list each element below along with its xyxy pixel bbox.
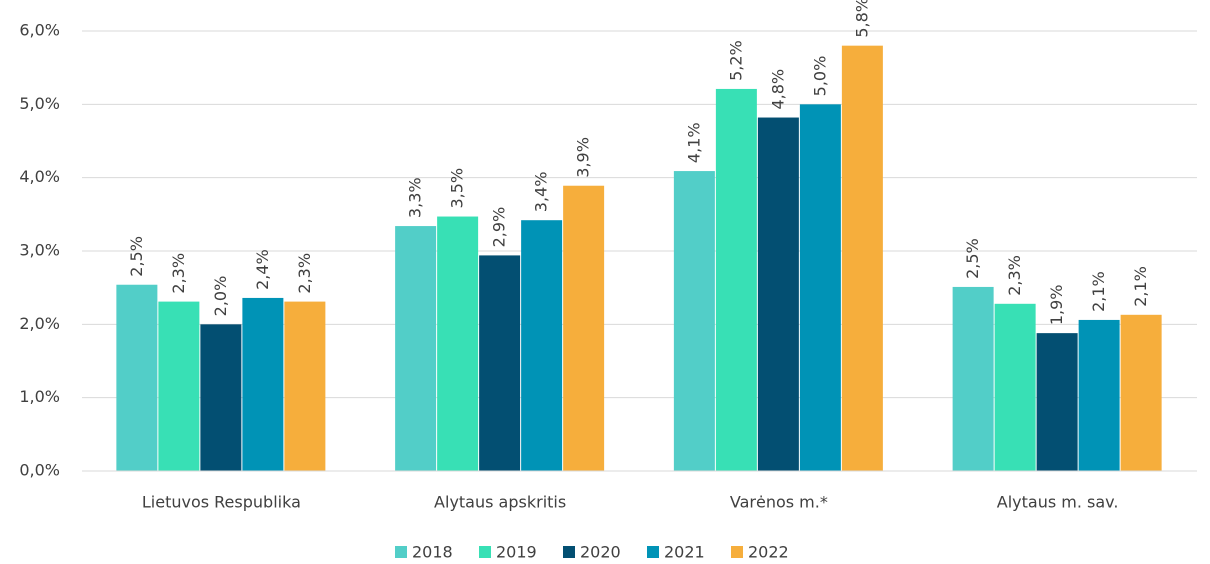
y-tick-label: 3,0%: [19, 241, 60, 260]
legend-label: 2021: [664, 543, 705, 562]
data-label: 5,2%: [726, 40, 745, 81]
data-label: 3,3%: [406, 177, 425, 218]
data-label: 2,1%: [1131, 266, 1150, 307]
bar: [437, 216, 479, 471]
bar: [200, 324, 242, 471]
y-tick-label: 5,0%: [19, 94, 60, 113]
data-label: 5,8%: [852, 0, 871, 38]
data-label: 2,5%: [963, 238, 982, 279]
data-label: 5,0%: [810, 56, 829, 97]
legend-swatch: [731, 546, 743, 558]
data-label: 2,1%: [1089, 271, 1108, 312]
x-tick-label: Varėnos m.*: [730, 493, 828, 512]
data-label: 3,4%: [532, 172, 551, 213]
legend-label: 2018: [412, 543, 453, 562]
bar: [395, 226, 437, 471]
bar: [242, 297, 284, 471]
y-tick-label: 6,0%: [19, 21, 60, 40]
y-tick-label: 0,0%: [19, 461, 60, 480]
bar: [479, 255, 521, 471]
x-tick-label: Lietuvos Respublika: [142, 493, 301, 512]
bar: [521, 220, 563, 471]
legend-label: 2019: [496, 543, 537, 562]
y-tick-label: 4,0%: [19, 167, 60, 186]
bar: [1036, 333, 1078, 471]
bar: [116, 284, 158, 471]
data-label: 2,3%: [1005, 255, 1024, 296]
data-label: 2,4%: [253, 249, 272, 290]
y-tick-label: 2,0%: [19, 314, 60, 333]
data-label: 2,9%: [490, 207, 509, 248]
bar: [757, 117, 799, 472]
y-tick-label: 1,0%: [19, 387, 60, 406]
x-tick-label: Alytaus m. sav.: [997, 493, 1119, 512]
data-label: 4,8%: [768, 69, 787, 110]
bar: [994, 303, 1036, 471]
legend-swatch: [395, 546, 407, 558]
bar: [952, 286, 994, 471]
data-label: 3,9%: [574, 137, 593, 178]
legend-swatch: [647, 546, 659, 558]
data-label: 1,9%: [1047, 284, 1066, 325]
legend-label: 2022: [748, 543, 789, 562]
bar: [715, 88, 757, 471]
data-label: 4,1%: [684, 122, 703, 163]
bar: [284, 301, 326, 471]
legend-swatch: [563, 546, 575, 558]
bar: [1078, 319, 1120, 471]
x-tick-label: Alytaus apskritis: [434, 493, 566, 512]
bar: [158, 301, 200, 471]
legend-label: 2020: [580, 543, 621, 562]
bar: [841, 45, 883, 472]
bar: [563, 185, 605, 471]
bar: [799, 104, 841, 471]
bar: [673, 171, 715, 472]
legend-swatch: [479, 546, 491, 558]
data-label: 2,3%: [169, 253, 188, 294]
data-label: 3,5%: [448, 168, 467, 209]
data-label: 2,3%: [295, 253, 314, 294]
data-label: 2,5%: [127, 236, 146, 277]
bar: [1120, 314, 1162, 471]
data-label: 2,0%: [211, 276, 230, 317]
